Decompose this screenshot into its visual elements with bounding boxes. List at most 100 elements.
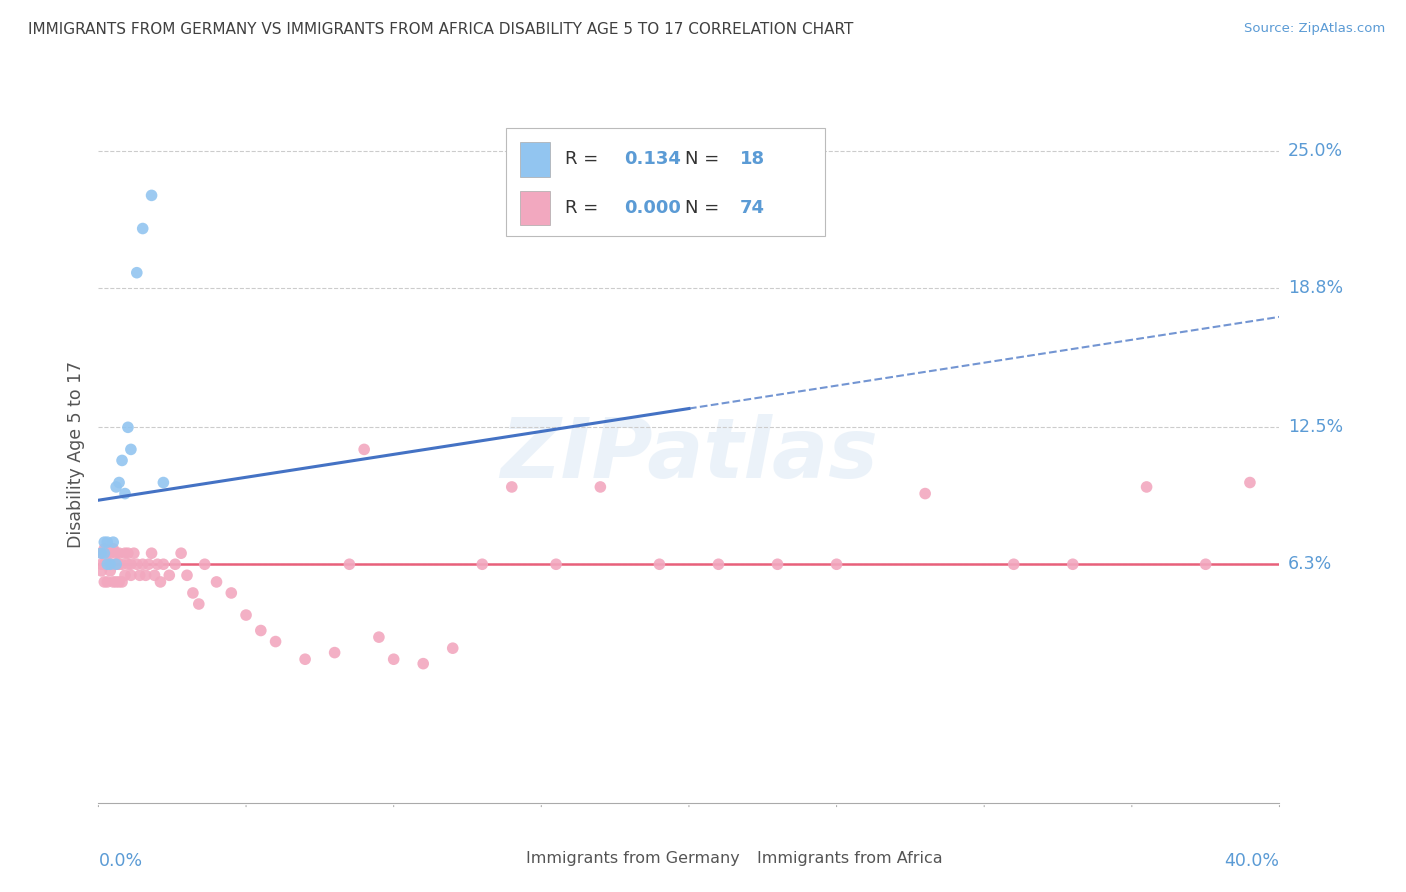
Point — [707, 558, 730, 572]
Point — [412, 657, 434, 671]
Text: ZIPatlas: ZIPatlas — [501, 415, 877, 495]
Text: 40.0%: 40.0% — [1225, 852, 1279, 870]
Point — [1062, 558, 1084, 572]
Text: 18.8%: 18.8% — [1288, 279, 1343, 297]
Point — [138, 558, 160, 572]
Text: R =: R = — [565, 199, 605, 217]
Point — [165, 558, 187, 572]
FancyBboxPatch shape — [506, 128, 825, 235]
Point — [114, 568, 136, 582]
Point — [146, 558, 169, 572]
Point — [120, 442, 142, 457]
Text: 0.0%: 0.0% — [98, 852, 142, 870]
Text: IMMIGRANTS FROM GERMANY VS IMMIGRANTS FROM AFRICA DISABILITY AGE 5 TO 17 CORRELA: IMMIGRANTS FROM GERMANY VS IMMIGRANTS FR… — [28, 22, 853, 37]
Point — [98, 558, 121, 572]
Point — [114, 546, 136, 560]
Bar — [494, 848, 520, 871]
Point — [96, 558, 118, 572]
Point — [589, 480, 612, 494]
Point — [103, 558, 125, 572]
Point — [90, 546, 112, 560]
Point — [294, 652, 316, 666]
Point — [128, 568, 150, 582]
Point — [181, 586, 204, 600]
Point — [219, 586, 242, 600]
Point — [441, 641, 464, 656]
Point — [471, 558, 494, 572]
Text: Immigrants from Germany: Immigrants from Germany — [526, 851, 740, 866]
Point — [117, 420, 139, 434]
Point — [501, 480, 523, 494]
Point — [135, 568, 157, 582]
Point — [117, 546, 139, 560]
Point — [132, 558, 155, 572]
Point — [125, 266, 148, 280]
Point — [235, 608, 257, 623]
Point — [825, 558, 848, 572]
Point — [90, 564, 112, 578]
Point — [648, 558, 671, 572]
Point — [323, 646, 346, 660]
Point — [141, 188, 163, 202]
Point — [105, 574, 128, 589]
Point — [105, 480, 128, 494]
Point — [98, 564, 121, 578]
Point — [90, 546, 112, 560]
Point — [108, 558, 131, 572]
Point — [93, 546, 115, 560]
Point — [108, 475, 131, 490]
Point — [152, 475, 174, 490]
Text: 74: 74 — [740, 199, 765, 217]
Point — [111, 558, 134, 572]
Point — [96, 535, 118, 549]
Point — [1239, 475, 1261, 490]
Point — [114, 486, 136, 500]
Point — [1195, 558, 1218, 572]
Point — [111, 453, 134, 467]
Text: N =: N = — [685, 150, 725, 169]
Point — [264, 634, 287, 648]
Y-axis label: Disability Age 5 to 17: Disability Age 5 to 17 — [66, 361, 84, 549]
Point — [149, 574, 172, 589]
Point — [96, 546, 118, 560]
Point — [368, 630, 391, 644]
Point — [544, 558, 567, 572]
Text: R =: R = — [565, 150, 605, 169]
Point — [105, 546, 128, 560]
Point — [176, 568, 198, 582]
Point — [143, 568, 166, 582]
Text: 25.0%: 25.0% — [1288, 142, 1343, 161]
Text: 6.3%: 6.3% — [1288, 555, 1331, 574]
Point — [353, 442, 375, 457]
Point — [93, 574, 115, 589]
Point — [170, 546, 193, 560]
Point — [96, 574, 118, 589]
Point — [90, 558, 112, 572]
Text: Immigrants from Africa: Immigrants from Africa — [758, 851, 943, 866]
Point — [120, 568, 142, 582]
Point — [187, 597, 209, 611]
Point — [98, 546, 121, 560]
Text: 18: 18 — [740, 150, 765, 169]
Bar — [520, 142, 550, 177]
Point — [205, 574, 228, 589]
Point — [914, 486, 936, 500]
Point — [382, 652, 405, 666]
Point — [96, 558, 118, 572]
Point — [103, 541, 125, 556]
Text: Source: ZipAtlas.com: Source: ZipAtlas.com — [1244, 22, 1385, 36]
Bar — [520, 191, 550, 226]
Text: 0.134: 0.134 — [624, 150, 681, 169]
Point — [250, 624, 273, 638]
Point — [108, 574, 131, 589]
Point — [105, 558, 128, 572]
Point — [766, 558, 789, 572]
Bar — [724, 848, 751, 871]
Point — [93, 541, 115, 556]
Point — [103, 535, 125, 549]
Text: N =: N = — [685, 199, 725, 217]
Point — [117, 558, 139, 572]
Text: 12.5%: 12.5% — [1288, 418, 1343, 436]
Point — [111, 574, 134, 589]
Text: 0.000: 0.000 — [624, 199, 681, 217]
